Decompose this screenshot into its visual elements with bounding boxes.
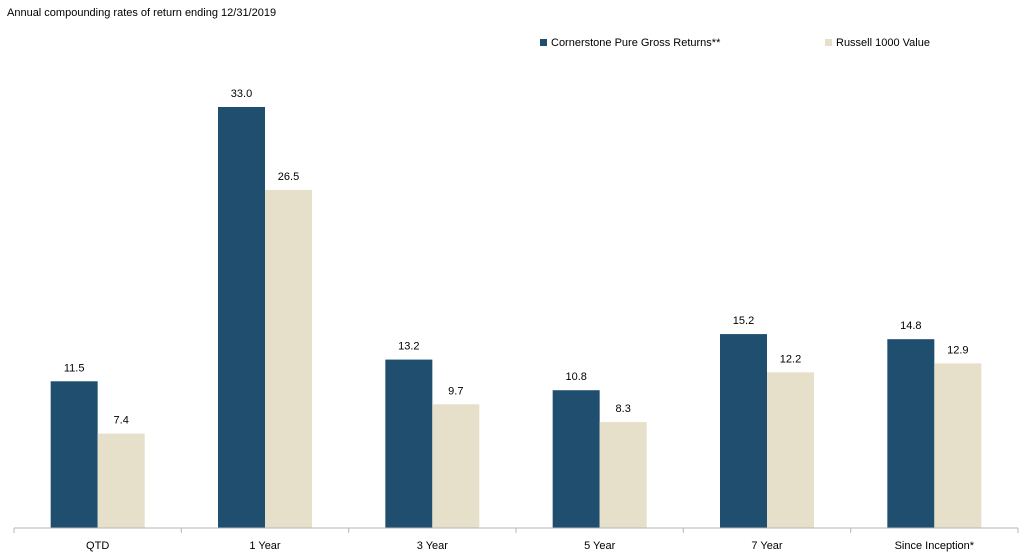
x-tick-label: 3 Year [417,540,449,552]
cornerstone-bar [50,381,98,528]
x-tick-label: QTD [86,540,109,552]
russell-bar [767,372,814,528]
russell-bar [97,433,145,528]
x-axis: QTD 1 Year 3 Year 5 Year 7 Year Since Incepti… [13,527,1019,552]
legend-swatch [825,39,832,46]
legend: Cornerstone Pure Gross Returns** Russell … [540,37,930,49]
russell-bar [265,189,312,528]
data-label: 8.3 [616,403,631,415]
russell-bar [599,422,647,528]
data-label: 14.8 [900,320,921,332]
bars [50,107,982,528]
legend-label: Cornerstone Pure Gross Returns** [551,37,721,49]
x-tick-label: 1 Year [249,540,281,552]
cornerstone-bar [887,339,935,528]
data-label: 10.8 [565,371,586,383]
x-tick-label: 7 Year [751,540,783,552]
x-tick-label: 5 Year [584,540,616,552]
value-labels: 11.5 7.4 33.0 26.5 13.2 9.7 10.8 8.3 15.2 12.2 14.… [64,88,969,427]
chart-title: Annual compounding rates of return endin… [7,7,277,19]
x-tick-label: Since Inception* [895,540,975,552]
russell-bar [432,404,480,528]
cornerstone-bar [720,334,767,528]
data-label: 7.4 [114,415,129,427]
data-label: 9.7 [448,385,463,397]
cornerstone-bar [218,107,265,528]
cornerstone-bar [552,390,600,528]
data-label: 15.2 [733,315,754,327]
data-label: 12.2 [780,353,801,365]
legend-swatch [540,39,547,46]
data-label: 12.9 [947,344,968,356]
russell-bar [934,363,982,528]
data-label: 33.0 [231,88,252,100]
data-label: 11.5 [64,362,85,374]
legend-label: Russell 1000 Value [836,37,930,49]
data-label: 26.5 [278,171,299,183]
data-label: 13.2 [398,341,419,353]
cornerstone-bar [385,359,433,528]
